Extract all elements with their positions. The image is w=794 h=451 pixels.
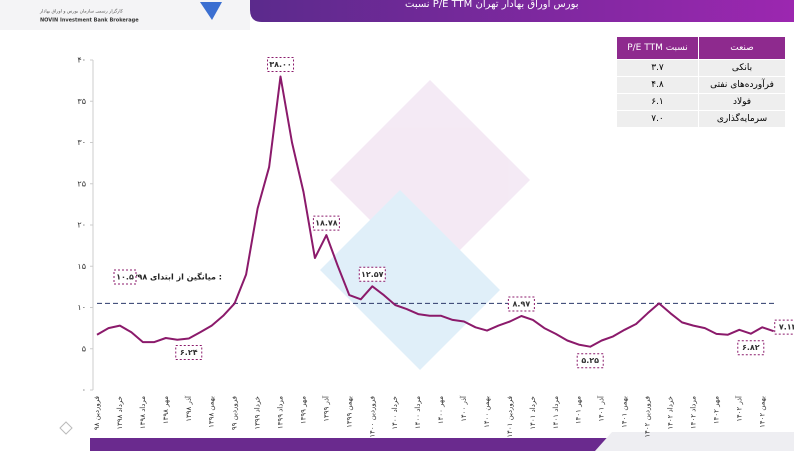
x-tick-label: فروردین ۱۴۰۰ bbox=[368, 396, 376, 438]
x-tick-label: مهر ۱۴۰۱ bbox=[575, 396, 583, 424]
value-label: ۶.۸۲ bbox=[742, 343, 760, 352]
y-tick-label: ۳۰ bbox=[77, 138, 86, 147]
x-tick-label: آذر ۱۴۰۱ bbox=[597, 395, 606, 422]
x-tick-label: بهمن ۱۴۰۱ bbox=[621, 396, 629, 428]
sector-cell: فرآورده‌های نفتی bbox=[698, 77, 785, 93]
x-tick-label: آذر ۱۴۰۰ bbox=[459, 395, 468, 422]
mean-box bbox=[113, 269, 137, 285]
table-header: صنعت نسبت P/E TTM bbox=[617, 37, 785, 60]
value-label-box bbox=[175, 345, 203, 361]
x-tick-label: خرداد ۱۴۰۱ bbox=[529, 396, 537, 430]
value-label-box bbox=[358, 266, 386, 282]
value-label: ۵.۲۵ bbox=[581, 356, 599, 365]
watermark bbox=[320, 80, 530, 370]
x-tick-label: فروردین ۹۸ bbox=[93, 396, 101, 430]
y-tick-label: ۱۵ bbox=[77, 262, 86, 271]
x-tick-label: مرداد ۱۴۰۰ bbox=[414, 396, 422, 429]
table-row: فرآورده‌های نفتی ۴.۸ bbox=[617, 77, 785, 94]
sector-cell: بانکی bbox=[698, 60, 785, 76]
header-cell: صنعت bbox=[698, 37, 785, 59]
x-tick-label: خرداد ۱۴۰۰ bbox=[391, 396, 399, 430]
y-tick-label: ۲۵ bbox=[77, 179, 86, 188]
value-label-box bbox=[576, 353, 604, 369]
y-tick-label: ۱۰ bbox=[77, 303, 86, 312]
header-cell: نسبت P/E TTM bbox=[627, 43, 688, 53]
value-cell: ۷.۰ bbox=[651, 114, 664, 124]
x-tick-label: بهمن ۱۴۰۲ bbox=[758, 396, 766, 428]
value-label-box bbox=[312, 215, 340, 231]
pe-line bbox=[96, 75, 775, 348]
sector-cell: فولاد bbox=[698, 94, 785, 110]
x-tick-label: آذر ۱۳۹۸ bbox=[184, 395, 193, 422]
x-tick-label: خرداد ۱۳۹۸ bbox=[116, 396, 124, 430]
x-tick-label: بهمن ۱۳۹۹ bbox=[345, 396, 353, 428]
value-cell: ۳.۷ bbox=[651, 63, 664, 73]
x-tick-label: مرداد ۱۴۰۲ bbox=[689, 396, 697, 429]
x-tick-label: فروردین ۹۹ bbox=[231, 396, 239, 430]
sector-cell: سرمایه‌گذاری bbox=[698, 111, 785, 127]
value-label-box bbox=[774, 319, 794, 335]
x-tick-label: فروردین ۱۴۰۲ bbox=[644, 396, 652, 438]
value-label: ۱۲.۵۷ bbox=[361, 270, 384, 279]
value-label: ۱۸.۷۸ bbox=[315, 219, 338, 228]
x-tick-label: مرداد ۱۳۹۹ bbox=[277, 396, 285, 429]
table-row: فولاد ۶.۱ bbox=[617, 94, 785, 111]
logo-en: NOVIN Investment Bank Brokerage bbox=[40, 18, 139, 24]
value-label-box bbox=[507, 296, 535, 312]
footer-bar bbox=[90, 438, 745, 451]
title-banner bbox=[250, 0, 794, 22]
x-tick-label: آذر ۱۳۹۹ bbox=[321, 395, 330, 422]
x-tick-label: فروردین ۱۴۰۱ bbox=[506, 396, 514, 438]
x-tick-label: مهر ۱۴۰۲ bbox=[712, 396, 720, 424]
y-tick-label: ۴۰ bbox=[77, 56, 86, 65]
table-row: بانکی ۳.۷ bbox=[617, 60, 785, 77]
value-cell: ۴.۸ bbox=[651, 80, 664, 90]
x-tick-label: مهر ۱۳۹۹ bbox=[299, 396, 307, 424]
value-label: ۸.۹۷ bbox=[513, 299, 531, 308]
footer-logo-area bbox=[595, 432, 794, 451]
y-tick-label: ۰ bbox=[82, 386, 86, 395]
x-tick-label: مهر ۱۳۹۸ bbox=[162, 396, 170, 424]
table-row: سرمایه‌گذاری ۷.۰ bbox=[617, 111, 785, 128]
value-label-box bbox=[737, 340, 765, 356]
x-tick-label: بهمن ۱۴۰۰ bbox=[483, 396, 491, 428]
x-tick-label: مرداد ۱۳۹۸ bbox=[139, 396, 147, 429]
value-label: ۶.۲۴ bbox=[180, 348, 198, 357]
x-tick-label: بهمن ۱۳۹۸ bbox=[208, 396, 216, 428]
mean-text: میانگین از ابتدای ۱۳۹۸ : bbox=[128, 272, 222, 282]
value-label-box bbox=[267, 57, 295, 72]
value-cell: ۶.۱ bbox=[651, 97, 664, 107]
x-tick-label: آذر ۱۴۰۲ bbox=[734, 395, 743, 422]
mean-label: ۱۰.۵ bbox=[116, 273, 134, 282]
logo-fa: کارگزار رسمی سازمان بورس و اوراق بهادار bbox=[39, 8, 124, 15]
x-tick-label: مهر ۱۴۰۰ bbox=[437, 396, 445, 424]
x-tick-label: خرداد ۱۳۹۹ bbox=[254, 396, 262, 430]
logo-mark bbox=[200, 2, 222, 20]
value-label: ۷.۱۳ bbox=[779, 323, 794, 332]
x-tick-label: خرداد ۱۴۰۲ bbox=[667, 396, 675, 430]
y-tick-label: ۵ bbox=[82, 344, 86, 353]
title: نسبت P/E TTM بورس اوراق بهادار تهران bbox=[405, 0, 579, 10]
value-label: ۳۸.۰۰ bbox=[269, 60, 292, 69]
sector-table: صنعت نسبت P/E TTM بانکی ۳.۷ فرآورده‌های نفتی… bbox=[617, 37, 785, 128]
x-tick-label: مرداد ۱۴۰۱ bbox=[552, 396, 560, 429]
y-tick-label: ۲۰ bbox=[77, 221, 86, 230]
y-tick-label: ۳۵ bbox=[77, 97, 86, 106]
footer-icon bbox=[59, 421, 73, 435]
